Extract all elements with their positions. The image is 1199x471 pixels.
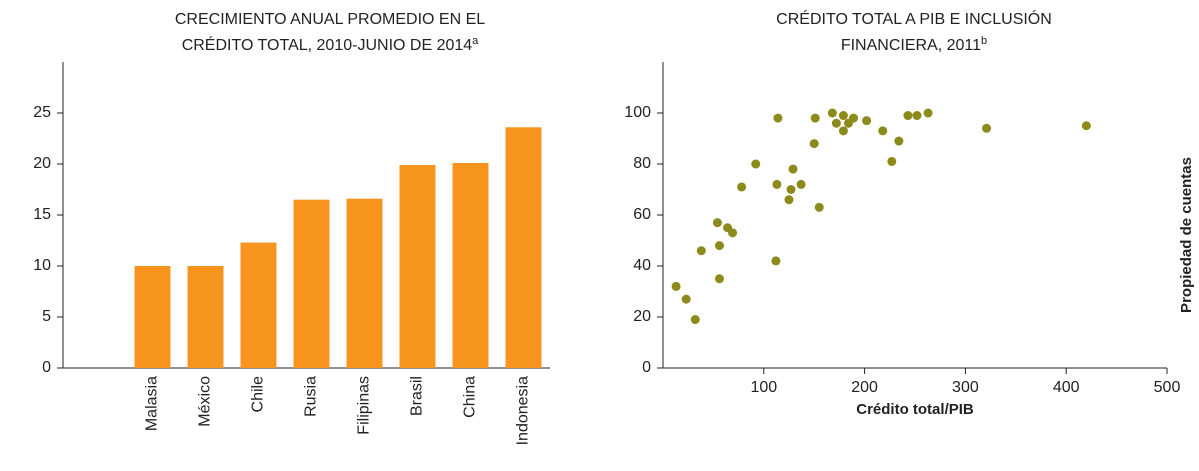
- point: [751, 159, 761, 169]
- point: [810, 113, 820, 123]
- point: [1081, 121, 1091, 131]
- x-tick-label: Filipinas: [356, 376, 373, 435]
- point: [831, 118, 841, 128]
- chart-title: CRÉDITO TOTAL, 2010-JUNIO DE 2014a: [182, 35, 479, 54]
- y-tick-label: 40: [633, 257, 651, 274]
- x-tick-label: Chile: [250, 376, 267, 413]
- bar: [505, 127, 542, 368]
- point: [690, 315, 700, 325]
- point: [728, 228, 738, 238]
- chart-title: CRÉDITO TOTAL A PIB E INCLUSIÓN: [776, 9, 1052, 28]
- point: [772, 179, 782, 189]
- title-line: CRÉDITO TOTAL A PIB E INCLUSIÓN: [776, 9, 1052, 28]
- point: [786, 185, 796, 194]
- chart-title: FINANCIERA, 2011b: [841, 35, 987, 54]
- point: [894, 136, 904, 146]
- x-tick-label: Rusia: [303, 376, 320, 417]
- point: [982, 123, 992, 133]
- x-tick-label: México: [197, 376, 214, 427]
- x-tick-label: 300: [952, 379, 979, 396]
- title-superscript: a: [472, 35, 479, 47]
- point: [903, 111, 913, 121]
- point: [849, 113, 859, 123]
- point: [814, 202, 824, 212]
- x-axis-label: Crédito total/PIB: [856, 401, 974, 418]
- point: [878, 126, 888, 136]
- point: [923, 108, 933, 118]
- x-tick-label: 400: [1053, 379, 1080, 396]
- bar: [240, 242, 277, 368]
- y-tick-label: 20: [33, 155, 51, 172]
- point: [671, 281, 681, 291]
- point: [773, 113, 783, 123]
- point: [737, 182, 747, 192]
- point: [838, 126, 848, 136]
- y-tick-label: 60: [633, 206, 651, 223]
- bar: [293, 199, 330, 368]
- y-tick-label: 100: [624, 104, 651, 121]
- chart-title: CRECIMIENTO ANUAL PROMEDIO EN EL: [175, 11, 485, 28]
- title-line: FINANCIERA, 2011: [841, 37, 981, 54]
- point: [912, 111, 922, 121]
- x-tick-label: 100: [750, 379, 777, 396]
- y-axis-label: Propiedad de cuentas: [1178, 157, 1195, 313]
- bar: [134, 266, 171, 368]
- point: [784, 195, 794, 205]
- point: [788, 164, 798, 174]
- y-tick-label: 20: [633, 308, 651, 325]
- point: [838, 111, 848, 121]
- title-line: CRECIMIENTO ANUAL PROMEDIO EN EL: [175, 11, 485, 28]
- point: [681, 294, 691, 304]
- point: [862, 116, 872, 126]
- x-tick-label: 200: [851, 379, 878, 396]
- y-tick-label: 0: [42, 359, 51, 376]
- y-tick-label: 25: [33, 104, 51, 121]
- point: [827, 108, 837, 118]
- point: [714, 241, 724, 251]
- point: [809, 139, 819, 149]
- y-tick-label: 10: [33, 257, 51, 274]
- x-tick-label: Malasia: [144, 376, 161, 431]
- y-tick-label: 5: [42, 308, 51, 325]
- title-superscript: b: [981, 35, 987, 47]
- point: [696, 246, 706, 256]
- point: [771, 256, 781, 266]
- bar: [346, 198, 383, 368]
- x-tick-label: Brasil: [409, 376, 426, 416]
- title-line: CRÉDITO TOTAL, 2010-JUNIO DE 2014: [182, 35, 473, 54]
- x-tick-label: China: [462, 376, 479, 418]
- bar: [399, 165, 436, 368]
- point: [796, 179, 806, 189]
- bar: [187, 266, 224, 368]
- y-tick-label: 0: [642, 359, 651, 376]
- point: [887, 156, 897, 166]
- bar: [452, 162, 489, 368]
- point: [712, 218, 722, 228]
- y-tick-label: 80: [633, 155, 651, 172]
- x-tick-label: Indonesia: [515, 376, 532, 445]
- x-tick-label: 500: [1154, 379, 1181, 396]
- y-tick-label: 15: [33, 206, 51, 223]
- point: [714, 274, 724, 284]
